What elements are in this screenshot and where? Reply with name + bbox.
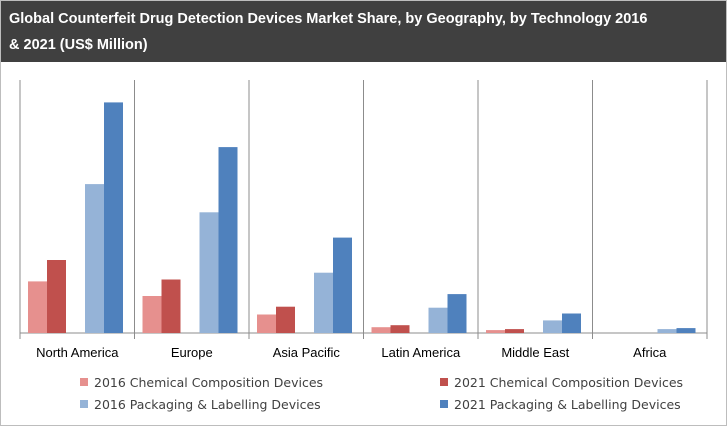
bar — [257, 314, 276, 333]
bar — [161, 279, 181, 333]
legend-item: 2021 Chemical Composition Devices — [440, 372, 683, 392]
bar — [447, 294, 467, 333]
chart-title-line-1: Global Counterfeit Drug Detection Device… — [9, 11, 648, 27]
chart-title: Global Counterfeit Drug Detection Device… — [1, 1, 726, 62]
chart-title-line-2: & 2021 (US$ Million) — [9, 37, 148, 53]
chart-legend: 2016 Chemical Composition Devices 2021 Ch… — [0, 368, 727, 418]
x-tick-label: Africa — [633, 345, 667, 360]
legend-label: 2016 Packaging & Labelling Devices — [94, 396, 321, 412]
bar — [28, 281, 47, 333]
bar — [199, 212, 219, 333]
bar — [47, 260, 66, 333]
legend-item: 2021 Packaging & Labelling Devices — [440, 394, 681, 414]
bar — [142, 296, 162, 333]
bar — [657, 329, 677, 333]
legend-label: 2016 Chemical Composition Devices — [94, 374, 324, 390]
legend-swatch — [80, 400, 88, 408]
bar — [276, 306, 295, 333]
legend-item: 2016 Chemical Composition Devices — [80, 372, 323, 392]
legend-swatch — [440, 400, 448, 408]
bar — [390, 325, 410, 333]
bar — [333, 237, 352, 333]
x-tick-label: Middle East — [501, 345, 569, 360]
bar — [676, 328, 696, 333]
bar — [428, 307, 448, 333]
legend-swatch — [440, 378, 448, 386]
bar — [85, 184, 104, 333]
bar — [486, 330, 505, 333]
bar — [314, 272, 333, 333]
x-tick-label: North America — [36, 345, 119, 360]
bar — [562, 313, 581, 333]
x-tick-label: Latin America — [381, 345, 461, 360]
legend-label: 2021 Chemical Composition Devices — [454, 374, 684, 390]
legend-swatch — [80, 378, 88, 386]
legend-label: 2021 Packaging & Labelling Devices — [454, 396, 681, 412]
bar — [505, 329, 524, 333]
bar — [104, 102, 123, 334]
x-tick-label: Europe — [171, 345, 213, 360]
legend-item: 2016 Packaging & Labelling Devices — [80, 394, 321, 414]
bar — [543, 320, 562, 334]
bar — [218, 147, 238, 333]
x-tick-label: Asia Pacific — [273, 345, 341, 360]
bar — [371, 327, 391, 333]
